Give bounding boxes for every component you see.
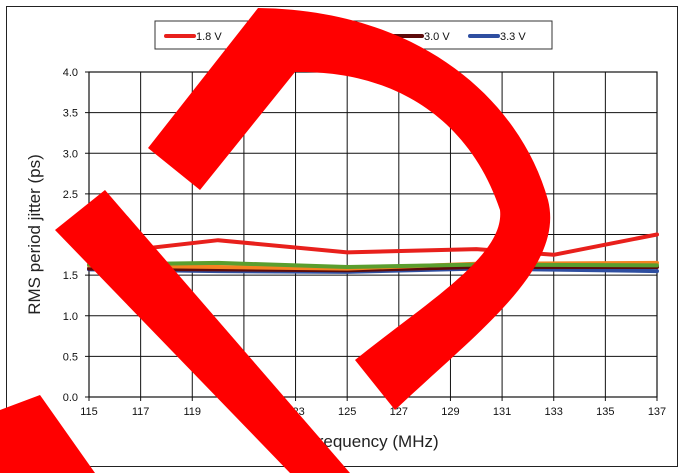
x-tick-label: 131: [493, 406, 511, 418]
y-tick-label: 2.5: [63, 189, 78, 201]
y-tick-label: 0.5: [63, 351, 78, 363]
grid: [85, 71, 658, 401]
y-axis-title: RMS period jitter (ps): [25, 154, 44, 315]
x-axis-title: Frequency (MHz): [307, 432, 438, 451]
y-tick-label: 4.0: [63, 67, 78, 79]
legend-label: 2.5 V: [272, 31, 298, 43]
y-tick-label: 3.0: [63, 148, 78, 160]
y-tick-labels: 0.0 0.5 1.0 1.5 2.0 2.5 3.0 3.5 4.0: [63, 67, 78, 404]
y-tick-label: 1.5: [63, 270, 78, 282]
x-tick-label: 133: [545, 406, 563, 418]
legend-label: 3.3 V: [500, 31, 526, 43]
x-tick-label: 127: [390, 406, 408, 418]
x-tick-label: 135: [596, 406, 614, 418]
x-tick-label: 137: [648, 406, 666, 418]
y-tick-label: 1.0: [63, 311, 78, 323]
x-tick-label: 125: [338, 406, 356, 418]
x-tick-label: 117: [132, 406, 150, 418]
y-tick-label: 2.0: [63, 230, 78, 242]
x-tick-labels: 115 117 119 121 123 125 127 129 131 133 135 137: [80, 406, 666, 418]
legend-label: 2.8 V: [348, 31, 374, 43]
x-tick-label: 119: [183, 406, 201, 418]
legend-label: 1.8 V: [196, 31, 222, 43]
legend-label: 3.0 V: [424, 31, 450, 43]
y-tick-label: 0.0: [63, 392, 78, 404]
x-tick-label: 129: [441, 406, 459, 418]
x-tick-label: 121: [235, 406, 253, 418]
y-tick-label: 3.5: [63, 108, 78, 120]
x-tick-label: 123: [286, 406, 304, 418]
x-tick-label: 115: [80, 406, 98, 418]
